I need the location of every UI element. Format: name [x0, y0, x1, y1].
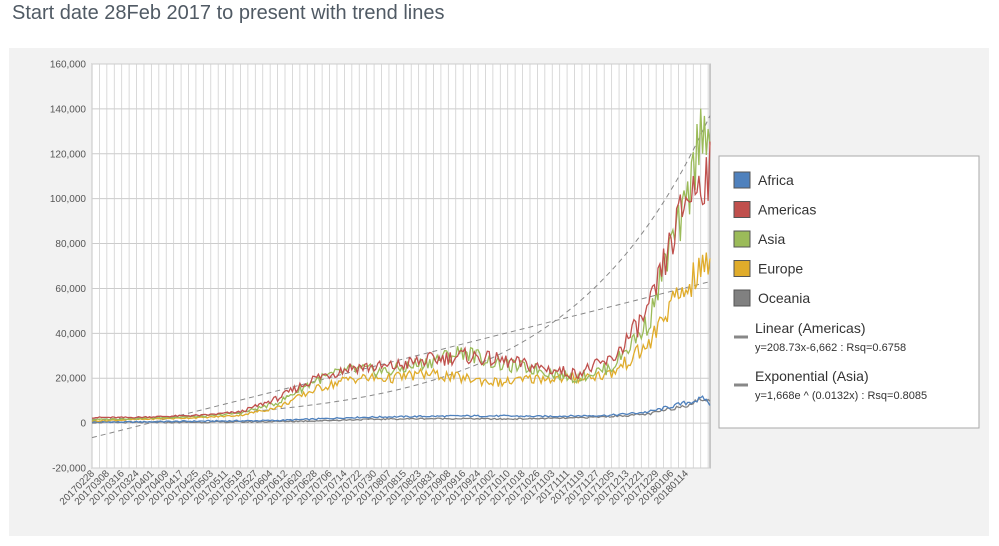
legend-label-europe: Europe: [758, 261, 803, 277]
y-tick-label: 100,000: [50, 194, 87, 205]
y-axis-ticks: -20,000 0 20,000 40,000 60,000 80,000 100,000 1…: [50, 60, 87, 475]
chart-panel: -20,000 0 20,000 40,000 60,000 80,000 100,000 1…: [9, 48, 989, 536]
legend-swatch-americas: [733, 201, 751, 218]
line-chart: -20,000 0 20,000 40,000 60,000 80,000 100,000 1…: [50, 60, 980, 508]
plot-area: [91, 63, 711, 469]
legend-label-africa: Africa: [758, 172, 794, 188]
y-tick-label: 20,000: [55, 374, 86, 385]
y-tick-label: 0: [80, 419, 86, 430]
series-line-africa: [91, 395, 711, 424]
series-line-asia: [91, 108, 711, 421]
legend: Africa Americas Asia Europe Oceania Linear (A…: [718, 155, 980, 429]
legend-label-oceania: Oceania: [758, 290, 810, 306]
legend-swatch-asia: [733, 230, 751, 248]
series-lines: [91, 108, 711, 424]
y-tick-label: 40,000: [55, 329, 86, 340]
legend-label-asia: Asia: [758, 231, 785, 247]
y-tick-label: 160,000: [50, 60, 87, 71]
y-tick-label: 60,000: [55, 284, 86, 295]
y-tick-label: 140,000: [50, 104, 87, 115]
series-line-americas: [92, 141, 711, 419]
legend-box: [718, 155, 980, 429]
legend-swatch-europe: [733, 260, 751, 277]
legend-trend-name: Linear (Americas): [755, 320, 865, 336]
legend-label-americas: Americas: [758, 202, 816, 218]
legend-trend-equation: y=1,668e ^ (0.0132x) : Rsq=0.8085: [755, 390, 927, 402]
y-tick-label: 120,000: [50, 149, 87, 160]
y-tick-label: 80,000: [55, 239, 86, 250]
page-title: Start date 28Feb 2017 to present with tr…: [12, 2, 445, 24]
legend-trend-name: Exponential (Asia): [755, 368, 869, 384]
legend-swatch-africa: [733, 171, 751, 189]
legend-swatch-oceania: [733, 289, 751, 307]
legend-trend-equation: y=208.73x-6,662 : Rsq=0.6758: [755, 342, 906, 354]
y-tick-label: -20,000: [52, 464, 86, 475]
grid-lines: [91, 63, 711, 469]
x-axis-ticks: 2017022820170308201703162017032420170401…: [58, 468, 691, 508]
trendline-linear: [91, 281, 711, 439]
